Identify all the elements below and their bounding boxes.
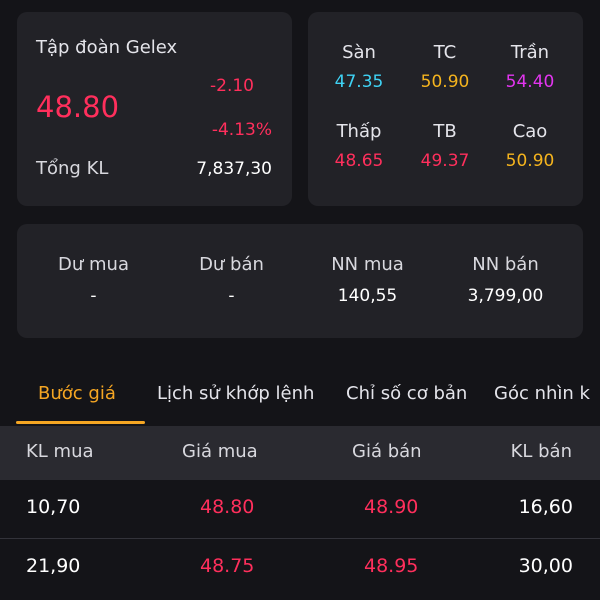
ask-surplus-value: -	[228, 286, 235, 306]
price-cell-reference: TC 50.90	[400, 42, 490, 92]
average-label: TB	[433, 121, 457, 142]
price-change-absolute: -2.10	[210, 76, 254, 96]
price-cell-low: Thấp 48.65	[314, 121, 404, 171]
header-bid-price: Giá mua	[182, 441, 258, 462]
average-value: 49.37	[420, 151, 470, 171]
table-row: 21,90 48.75 48.95 30,00	[0, 539, 600, 597]
total-volume-label: Tổng KL	[36, 158, 109, 179]
price-cell-average: TB 49.37	[400, 121, 490, 171]
price-levels-card: Sàn 47.35 TC 50.90 Trần 54.40 Thấp 48.65…	[308, 12, 583, 206]
ceiling-label: Trần	[510, 42, 550, 63]
price-cell-ceiling: Trần 54.40	[485, 42, 575, 92]
floor-label: Sàn	[342, 42, 376, 63]
bid-surplus-value: -	[90, 286, 97, 306]
bid-volume-cell: 10,70	[26, 496, 81, 518]
high-label: Cao	[512, 121, 548, 142]
table-row: 10,70 48.80 48.90 16,60	[0, 480, 600, 538]
bid-surplus-label: Dư mua	[58, 254, 129, 275]
order-summary-card: Dư mua - Dư bán - NN mua 140,55 NN bán 3…	[17, 224, 583, 338]
ask-volume-cell: 16,60	[518, 496, 573, 518]
low-label: Thấp	[336, 121, 382, 142]
bid-price-cell: 48.80	[200, 496, 255, 518]
tab-bar: Bước giá Lịch sử khớp lệnh Chỉ số cơ bản…	[0, 368, 600, 426]
floor-value: 47.35	[334, 72, 384, 92]
foreign-buy-value: 140,55	[337, 286, 398, 306]
price-cell-high: Cao 50.90	[485, 121, 575, 171]
tab-match-history[interactable]: Lịch sử khớp lệnh	[157, 383, 315, 404]
tab-fundamentals[interactable]: Chỉ số cơ bản	[346, 383, 468, 404]
foreign-buy-label: NN mua	[331, 254, 404, 275]
row-divider	[0, 538, 600, 539]
header-bid-volume: KL mua	[26, 441, 94, 462]
order-book-header: KL mua Giá mua Giá bán KL bán	[0, 426, 600, 480]
company-name: Tập đoàn Gelex	[36, 37, 178, 58]
ask-surplus: Dư bán -	[161, 254, 302, 306]
low-value: 48.65	[334, 151, 384, 171]
high-value: 50.90	[505, 151, 555, 171]
header-ask-volume: KL bán	[510, 441, 572, 462]
header-ask-price: Giá bán	[352, 441, 422, 462]
reference-value: 50.90	[420, 72, 470, 92]
stock-summary-card: Tập đoàn Gelex 48.80 -2.10 -4.13% Tổng K…	[17, 12, 292, 206]
ceiling-value: 54.40	[505, 72, 555, 92]
foreign-sell: NN bán 3,799,00	[435, 254, 576, 306]
ask-price-cell: 48.95	[364, 555, 419, 577]
total-volume-value: 7,837,30	[196, 159, 272, 179]
foreign-buy: NN mua 140,55	[297, 254, 438, 306]
active-tab-indicator	[16, 421, 145, 424]
ask-volume-cell: 30,00	[518, 555, 573, 577]
ask-price-cell: 48.90	[364, 496, 419, 518]
foreign-sell-value: 3,799,00	[467, 286, 544, 306]
bid-surplus: Dư mua -	[23, 254, 164, 306]
tab-perspective[interactable]: Góc nhìn k	[494, 383, 590, 404]
current-price: 48.80	[36, 90, 120, 124]
price-cell-floor: Sàn 47.35	[314, 42, 404, 92]
tab-price-steps[interactable]: Bước giá	[38, 383, 116, 404]
price-change-percent: -4.13%	[211, 120, 272, 140]
ask-surplus-label: Dư bán	[199, 254, 264, 275]
foreign-sell-label: NN bán	[472, 254, 539, 275]
reference-label: TC	[433, 42, 457, 63]
bid-price-cell: 48.75	[200, 555, 255, 577]
bid-volume-cell: 21,90	[26, 555, 81, 577]
